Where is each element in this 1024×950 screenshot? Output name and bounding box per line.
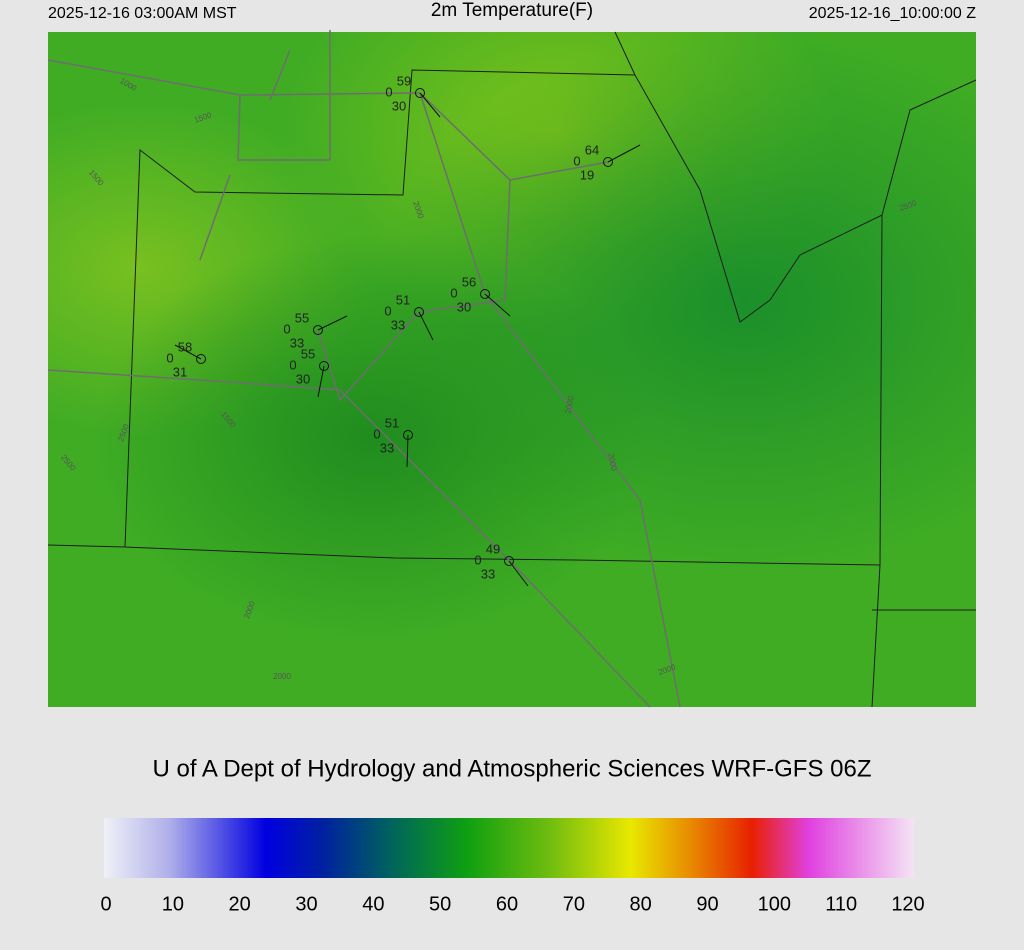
local-time: 2025-12-16 03:00AM MST: [48, 5, 237, 22]
colorbar-tick-label: 80: [630, 893, 652, 915]
station-code: 0: [385, 84, 392, 99]
colorbar-tick-label: 110: [825, 893, 857, 915]
wind-barb: [419, 92, 441, 118]
station-circle: [480, 289, 490, 299]
dewpoint: 33: [481, 566, 495, 581]
temperature: 59: [397, 73, 411, 88]
station-circle: [415, 88, 425, 98]
wind-barb: [406, 434, 409, 468]
temperature: 51: [385, 415, 399, 430]
station-circle: [319, 361, 329, 371]
dewpoint: 19: [580, 167, 594, 182]
contour-label: 2000: [273, 672, 291, 681]
temperature: 56: [462, 274, 476, 289]
wind-barb: [418, 311, 434, 341]
colorbar-tick-label: 60: [496, 893, 518, 915]
station-code: 0: [474, 552, 481, 567]
station-circle: [603, 157, 613, 167]
dewpoint: 33: [290, 335, 304, 350]
station-code: 0: [373, 426, 380, 441]
wind-barb: [317, 365, 325, 398]
station-code: 0: [283, 321, 290, 336]
map-title: 2m Temperature(F): [431, 0, 593, 21]
wind-barb: [317, 315, 348, 331]
contour-label: 2000: [606, 452, 618, 472]
dewpoint: 30: [457, 299, 471, 314]
station-circle: [504, 556, 514, 566]
station-circle: [196, 354, 206, 364]
station-code: 0: [450, 285, 457, 300]
colorbar-ticks: 0 10 20 30 40 50 60 70 80 90 100 110 120: [100, 893, 924, 915]
station-circle: [414, 307, 424, 317]
wind-barb: [607, 144, 641, 163]
stations: 5903064019560305103355033550305803151033…: [166, 73, 641, 587]
map: [47, 30, 977, 708]
colorbar-tick-label: 30: [295, 893, 317, 915]
colorbar-tick-label: 100: [758, 893, 791, 915]
dewpoint: 30: [296, 371, 310, 386]
valid-time: 2025-12-16_10:00:00 Z: [809, 5, 976, 22]
temperature: 58: [178, 339, 192, 354]
temperature: 51: [396, 292, 410, 307]
colorbar-tick-label: 90: [696, 893, 718, 915]
station-code: 0: [289, 357, 296, 372]
temperature: 55: [295, 310, 309, 325]
station-circle: [403, 430, 413, 440]
colorbar: [104, 818, 914, 878]
dewpoint: 31: [173, 364, 187, 379]
colorbar-tick-label: 10: [162, 893, 184, 915]
wind-barb: [484, 293, 511, 317]
colorbar-tick-label: 120: [891, 893, 924, 915]
station-code: 0: [573, 153, 580, 168]
dewpoint: 33: [391, 317, 405, 332]
station-code: 0: [384, 303, 391, 318]
footer-credit: U of A Dept of Hydrology and Atmospheric…: [153, 755, 872, 782]
terrain-shade: [48, 32, 976, 707]
colorbar-tick-label: 40: [362, 893, 384, 915]
contour-label: 2000: [564, 395, 576, 415]
temperature: 55: [301, 346, 315, 361]
colorbar-tick-label: 70: [563, 893, 585, 915]
colorbar-tick-label: 20: [229, 893, 251, 915]
temperature: 64: [585, 142, 599, 157]
dewpoint: 33: [380, 440, 394, 455]
dewpoint: 30: [392, 98, 406, 113]
station-code: 0: [166, 350, 173, 365]
temperature: 49: [486, 541, 500, 556]
colorbar-tick-label: 0: [100, 893, 111, 915]
county-boundaries: [47, 31, 977, 708]
station-circle: [313, 325, 323, 335]
wind-barb: [508, 560, 529, 587]
colorbar-tick-label: 50: [429, 893, 451, 915]
